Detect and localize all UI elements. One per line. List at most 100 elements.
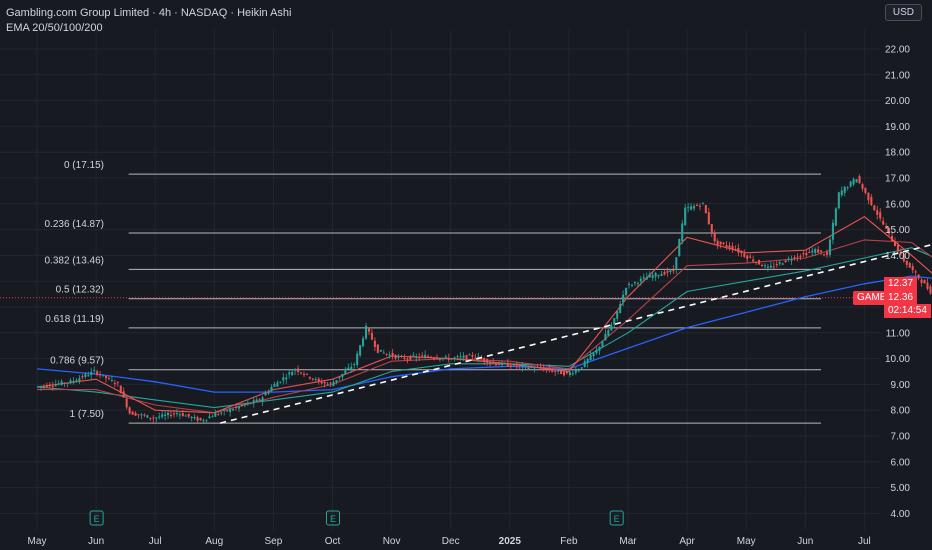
candle-body: [790, 259, 793, 261]
candle-body: [811, 250, 814, 253]
candle-body: [843, 187, 846, 193]
time-axis[interactable]: May Jun Jul Aug Sep Oct Nov Dec 2025 Feb Mar Apr May…: [28, 536, 871, 547]
candle-body: [571, 373, 574, 375]
candle-body: [102, 374, 105, 376]
candle-body: [350, 366, 353, 370]
candle-body: [134, 412, 137, 416]
x-tick-label: Feb: [560, 536, 578, 547]
fibonacci-retracement[interactable]: 0 (17.15) 0.236 (14.87) 0.382 (13.46) 0.5 (…: [45, 160, 822, 424]
candle-body: [639, 278, 642, 282]
candle-body: [93, 370, 96, 372]
candle-body: [778, 262, 781, 264]
candle-body: [536, 366, 539, 368]
indicator-label[interactable]: EMA 20/50/100/200: [6, 22, 103, 34]
candle-body: [122, 391, 125, 398]
candle-body: [817, 249, 820, 253]
price-axis[interactable]: 4.005.006.007.008.009.0010.0011.0012.001…: [885, 45, 910, 520]
candle-body: [823, 254, 826, 256]
candle-body: [391, 352, 394, 357]
candle-body: [104, 376, 108, 379]
candle-body: [471, 355, 474, 357]
candle-body: [379, 349, 382, 352]
candle-body: [193, 417, 196, 419]
candle-body: [172, 413, 175, 415]
fib-level-label: 0.382 (13.46): [45, 255, 105, 266]
candle-body: [500, 362, 504, 366]
candle-body: [899, 251, 902, 254]
candle-body: [415, 356, 418, 358]
y-tick-label: 9.00: [891, 380, 911, 391]
candle-body: [630, 284, 634, 286]
candle-body: [728, 245, 731, 248]
candle-body: [483, 358, 486, 362]
candle-body: [297, 368, 300, 372]
candle-body: [338, 377, 341, 379]
symbol-title: Gambling.com Group Limited · 4h · NASDAQ…: [6, 7, 292, 19]
candle-body: [882, 221, 885, 225]
candle-body: [672, 269, 675, 272]
candle-body: [252, 400, 255, 404]
candle-body: [187, 413, 190, 417]
x-tick-label: Oct: [325, 536, 341, 547]
candle-body: [846, 187, 849, 189]
candle-body: [660, 274, 663, 276]
candle-body: [772, 266, 775, 268]
candle-body: [450, 358, 453, 360]
earnings-label: E: [330, 514, 336, 524]
candle-body: [861, 184, 864, 189]
candle-body: [743, 253, 746, 257]
candle-body: [551, 369, 554, 372]
candle-body: [583, 361, 586, 367]
ema50-line: [37, 239, 932, 414]
candle-body: [737, 248, 740, 253]
candle-body: [66, 382, 69, 384]
candle-body: [302, 373, 306, 375]
ema200-line: [36, 275, 932, 393]
candle-body: [920, 279, 923, 284]
candle-body: [539, 366, 542, 369]
earnings-label: E: [94, 514, 100, 524]
y-tick-label: 19.00: [885, 122, 910, 133]
currency-button[interactable]: USD: [884, 4, 922, 21]
candle-body: [710, 223, 713, 234]
candle-body: [42, 385, 45, 387]
candle-body: [264, 392, 267, 396]
candle-body: [51, 386, 54, 388]
candle-body: [876, 210, 879, 215]
candle-body: [562, 371, 566, 376]
candle-body: [329, 382, 332, 384]
x-tick-label: Jul: [149, 536, 162, 547]
trendline[interactable]: [220, 174, 932, 424]
candle-body: [619, 304, 622, 313]
candle-body: [763, 265, 766, 267]
candle-body: [799, 256, 802, 258]
candle-body: [486, 359, 489, 363]
candle-body: [929, 286, 932, 294]
candle-body: [601, 341, 604, 347]
candle-body: [441, 357, 444, 359]
candle-body: [90, 371, 93, 375]
x-tick-label: Jun: [88, 536, 104, 547]
candle-body: [60, 381, 63, 385]
candle-body: [512, 364, 515, 366]
candle-body: [308, 376, 311, 379]
y-tick-label: 21.00: [885, 70, 910, 81]
candle-body: [39, 386, 43, 388]
candle-body: [554, 370, 557, 372]
candle-body: [435, 357, 438, 359]
candle-body: [524, 365, 527, 367]
candle-body: [75, 380, 78, 382]
candle-body: [769, 265, 772, 268]
y-tick-label: 22.00: [885, 45, 910, 56]
candle-body: [548, 367, 551, 371]
candle-body: [530, 365, 533, 368]
candle-body: [636, 283, 639, 285]
candle-body: [299, 372, 303, 374]
candle-body: [911, 266, 914, 271]
candle-body: [37, 386, 40, 388]
y-tick-label: 14.00: [885, 251, 910, 262]
candle-body: [205, 419, 208, 421]
candle-body: [858, 176, 861, 184]
candle-body: [320, 381, 323, 384]
